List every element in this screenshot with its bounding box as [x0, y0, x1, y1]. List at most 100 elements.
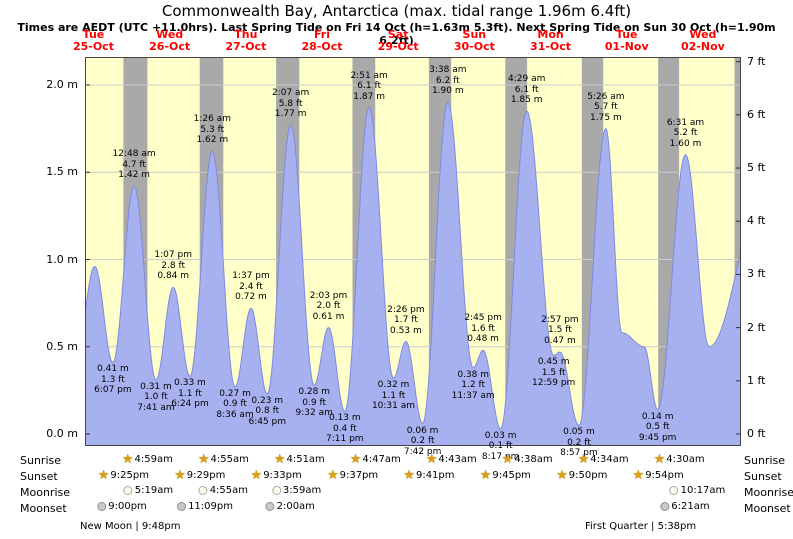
- sun-star-icon: ★: [653, 452, 666, 467]
- row-label-sunset-left: Sunset: [20, 470, 58, 483]
- tide-extreme-label: 0.31 m 1.0 ft 7:41 am: [137, 381, 175, 413]
- tide-extreme-label: 0.14 m 0.5 ft 9:45 pm: [638, 411, 677, 443]
- tide-extreme-label: 2:26 pm 1.7 ft 0.53 m: [387, 304, 425, 336]
- tide-extreme-label: 0.05 m 0.2 ft 8:57 pm: [560, 427, 598, 459]
- sun-star-icon: ★: [250, 468, 263, 483]
- tide-extreme-label: 4:29 am 6.1 ft 1.85 m: [507, 74, 546, 106]
- sunrise-entry: ★ 4:34am: [578, 453, 629, 466]
- sun-star-icon: ★: [632, 468, 645, 483]
- tide-area: [85, 102, 741, 446]
- day-label: Sun 30-Oct: [453, 28, 495, 53]
- first-quarter-note: First Quarter | 5:38pm: [585, 521, 697, 532]
- sunrise-time: 4:55am: [210, 454, 249, 465]
- sunset-entry: ★ 9:41pm: [403, 469, 454, 482]
- y-axis-label-ft: 6 ft: [747, 107, 766, 121]
- row-label-sunset-right: Sunset: [744, 470, 782, 483]
- sunset-entry: ★ 9:45pm: [480, 469, 531, 482]
- moonset-icon: [265, 502, 275, 511]
- y-axis-label-ft: 3 ft: [747, 267, 766, 281]
- sunrise-entry: ★ 4:59am: [122, 453, 173, 466]
- sun-star-icon: ★: [174, 468, 186, 483]
- tide-extreme-label: 0.03 m 0.1 ft 8:17 pm: [481, 430, 520, 462]
- tide-extreme-label: 0.38 m 1.2 ft 11:37 am: [451, 369, 495, 401]
- sunset-entry: ★ 9:50pm: [556, 469, 607, 482]
- sunrise-time: 4:34am: [590, 454, 629, 465]
- sun-star-icon: ★: [197, 452, 210, 467]
- y-axis-label-m: 1.0 m: [46, 252, 78, 266]
- y-axis-label-ft: 4 ft: [747, 214, 766, 228]
- day-label: Wed 02-Nov: [681, 28, 725, 53]
- sun-star-icon: ★: [479, 468, 492, 483]
- moonrise-time: 10:17am: [680, 485, 726, 496]
- sun-star-icon: ★: [349, 452, 362, 467]
- moonrise-time: 5:19am: [134, 485, 174, 496]
- sunrise-time: 4:30am: [666, 454, 705, 465]
- moonrise-icon: [123, 486, 133, 495]
- sunrise-entry: ★ 4:38am: [502, 453, 553, 466]
- day-label: Tue 25-Oct: [72, 28, 114, 53]
- tide-extreme-label: 1:26 am 5.3 ft 1.62 m: [193, 114, 231, 146]
- row-label-sunrise-left: Sunrise: [20, 454, 62, 467]
- y-axis-label-ft: 5 ft: [747, 161, 766, 175]
- tide-extreme-label: 0.06 m 0.2 ft 7:42 pm: [403, 425, 442, 457]
- tide-extreme-label: 0.27 m 0.9 ft 8:36 am: [216, 388, 254, 420]
- sunset-entry: ★ 9:25pm: [98, 469, 149, 482]
- moonrise-time: 3:59am: [282, 485, 322, 496]
- moonset-icon: [660, 502, 670, 511]
- row-label-moonrise-right: Moonrise: [744, 486, 793, 499]
- tide-extreme-label: 0.28 m 0.9 ft 9:32 am: [295, 387, 333, 419]
- day-label: Thu 27-Oct: [225, 28, 267, 53]
- row-label-moonrise-left: Moonrise: [20, 486, 70, 499]
- day-label: Mon 31-Oct: [530, 28, 572, 53]
- row-label-moonset-right: Moonset: [744, 502, 791, 515]
- sunset-time: 9:37pm: [339, 470, 379, 481]
- sunset-time: 9:25pm: [110, 470, 149, 481]
- tide-extreme-label: 6:31 am 5.2 ft 1.60 m: [666, 117, 705, 149]
- moonrise-entry: 4:55am: [198, 485, 248, 496]
- tide-extreme-label: 0.41 m 1.3 ft 6:07 pm: [94, 364, 132, 396]
- moonrise-icon: [669, 486, 679, 495]
- sunrise-entry: ★ 4:47am: [350, 453, 401, 466]
- day-label: Wed 26-Oct: [149, 28, 191, 53]
- night-band: [734, 57, 741, 446]
- spring-tide-subtitle: Times are AEDT (UTC +11.0hrs). Last Spri…: [17, 21, 776, 47]
- page-title: Commonwealth Bay, Antarctica (max. tidal…: [161, 2, 632, 20]
- sunset-entry: ★ 9:33pm: [251, 469, 302, 482]
- sunset-time: 9:50pm: [568, 470, 608, 481]
- tide-extreme-label: 0.13 m 0.4 ft 7:11 pm: [326, 413, 364, 445]
- sun-star-icon: ★: [556, 468, 568, 483]
- day-label: Tue 01-Nov: [604, 28, 649, 53]
- tide-plot: [84, 57, 742, 446]
- y-axis-label-ft: 0 ft: [747, 427, 766, 440]
- tide-extreme-label: 0.33 m 1.1 ft 6:24 pm: [171, 378, 209, 410]
- sun-star-icon: ★: [97, 468, 110, 483]
- sunrise-time: 4:43am: [438, 454, 477, 465]
- sun-star-icon: ★: [425, 452, 438, 467]
- sunset-time: 9:33pm: [263, 470, 302, 481]
- sunset-entry: ★ 9:54pm: [633, 469, 684, 482]
- sunrise-time: 4:59am: [134, 454, 173, 465]
- tide-extreme-label: 2:57 pm 1.5 ft 0.47 m: [541, 314, 579, 346]
- sunset-time: 9:41pm: [415, 470, 455, 481]
- sunset-time: 9:29pm: [186, 470, 226, 481]
- sun-star-icon: ★: [326, 468, 339, 483]
- row-label-sunrise-right: Sunrise: [744, 454, 786, 467]
- y-axis-label-m: 0.5 m: [46, 339, 78, 353]
- y-axis-label-ft: 1 ft: [747, 373, 766, 387]
- sunrise-entry: ★ 4:51am: [274, 453, 325, 466]
- sun-star-icon: ★: [273, 452, 286, 467]
- y-axis-label-ft: 2 ft: [747, 320, 766, 334]
- moonset-entry: 11:09pm: [177, 501, 233, 512]
- new-moon-note: New Moon | 9:48pm: [80, 521, 181, 532]
- tide-curve: [84, 101, 742, 430]
- tide-extreme-label: 2:51 am 6.1 ft 1.87 m: [350, 70, 388, 102]
- moonset-icon: [177, 502, 187, 511]
- moonset-entry: 6:21am: [660, 501, 710, 512]
- y-axis-label-m: 2.0 m: [46, 78, 78, 91]
- day-label: Sat 29-Oct: [377, 28, 419, 53]
- row-label-moonset-left: Moonset: [20, 502, 67, 515]
- sunrise-entry: ★ 4:55am: [198, 453, 249, 466]
- tide-extreme-label: 2:07 am 5.8 ft 1.77 m: [271, 88, 310, 120]
- tide-extreme-label: 1:37 pm 2.4 ft 0.72 m: [232, 271, 270, 303]
